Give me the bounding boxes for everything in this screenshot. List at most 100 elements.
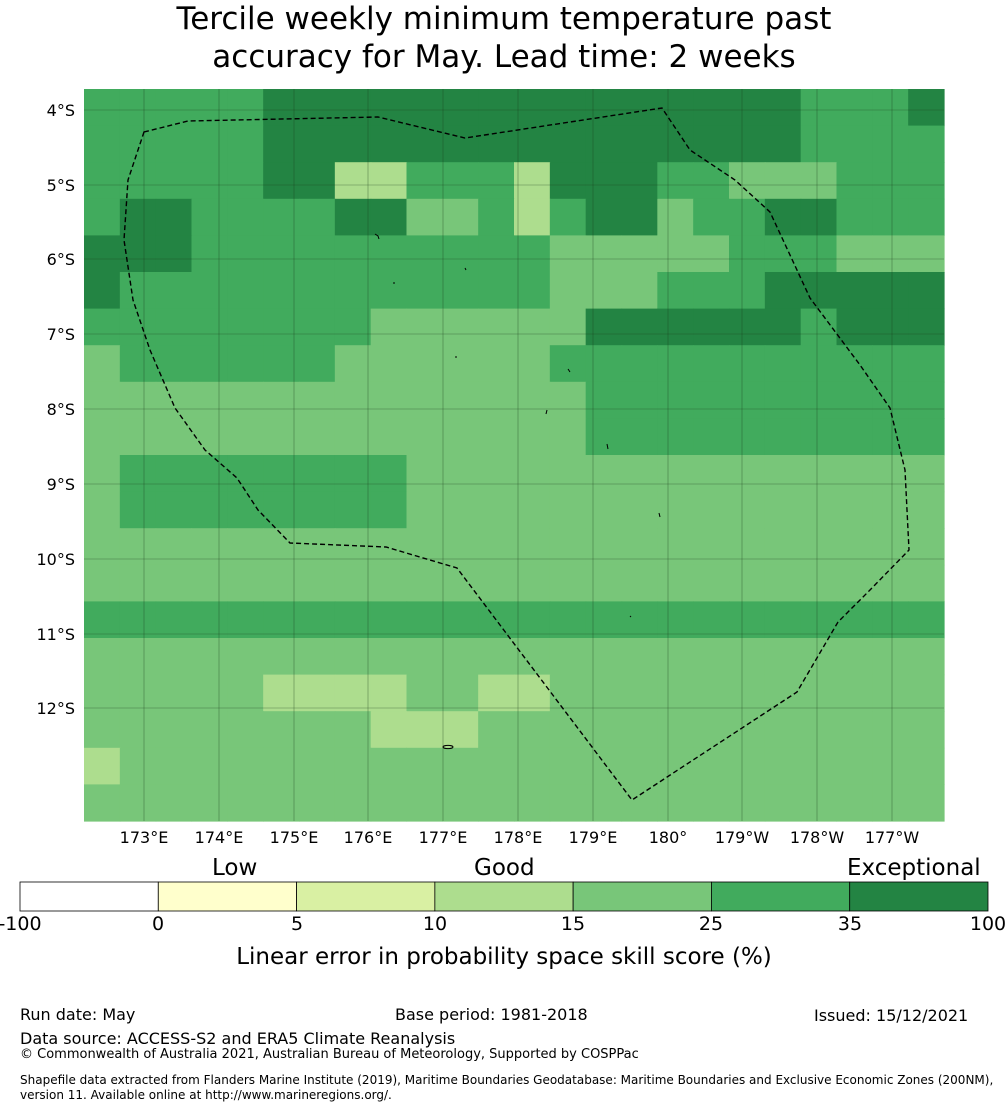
grid-cell bbox=[764, 345, 802, 383]
grid-cell bbox=[299, 601, 336, 639]
grid-cell bbox=[693, 381, 730, 419]
grid-cell bbox=[514, 674, 551, 712]
grid-cell bbox=[334, 528, 372, 566]
grid-cell bbox=[872, 784, 909, 822]
grid-cell bbox=[657, 235, 694, 273]
grid-cell bbox=[693, 455, 730, 493]
grid-cell bbox=[836, 747, 873, 785]
grid-cell bbox=[119, 89, 157, 127]
grid-cell bbox=[908, 272, 945, 310]
grid-cell bbox=[514, 198, 551, 236]
grid-cell bbox=[478, 528, 515, 566]
longitude-label: 173°E bbox=[120, 828, 169, 847]
grid-cell bbox=[155, 272, 193, 310]
grid-cell bbox=[442, 125, 479, 163]
grid-cell bbox=[549, 601, 587, 639]
data-source: Data source: ACCESS-S2 and ERA5 Climate … bbox=[20, 1029, 456, 1048]
grid-cell bbox=[299, 345, 336, 383]
grid-cell bbox=[693, 272, 730, 310]
grid-cell bbox=[693, 638, 730, 676]
grid-cell bbox=[621, 455, 658, 493]
grid-cell bbox=[836, 308, 873, 346]
grid-cell bbox=[764, 308, 802, 346]
grid-cell bbox=[836, 455, 873, 493]
grid-cell bbox=[872, 564, 909, 602]
grid-cell bbox=[442, 601, 479, 639]
colorbar-tick: -100 bbox=[0, 913, 42, 935]
grid-cell bbox=[908, 711, 945, 749]
grid-cell bbox=[800, 784, 838, 822]
grid-cell bbox=[693, 418, 730, 456]
grid-cell bbox=[227, 345, 264, 383]
grid-cell bbox=[442, 418, 479, 456]
category-good: Good bbox=[474, 855, 535, 881]
grid-cell bbox=[764, 784, 802, 822]
latitude-label: 5°S bbox=[47, 176, 75, 195]
grid-cell bbox=[514, 711, 551, 749]
grid-cell bbox=[442, 711, 479, 749]
grid-cell bbox=[657, 455, 694, 493]
shapefile-credit: Shapefile data extracted from Flanders M… bbox=[20, 1073, 994, 1102]
grid-cell bbox=[227, 674, 264, 712]
grid-cell bbox=[263, 638, 300, 676]
grid-cell bbox=[621, 528, 658, 566]
grid-cell bbox=[729, 455, 766, 493]
grid-cell bbox=[836, 784, 873, 822]
grid-cell bbox=[370, 711, 408, 749]
grid-cell bbox=[84, 418, 121, 456]
grid-cell bbox=[729, 638, 766, 676]
grid-cell bbox=[764, 162, 802, 200]
grid-cell bbox=[155, 711, 193, 749]
grid-cell bbox=[227, 198, 264, 236]
grid-cell bbox=[84, 125, 121, 163]
grid-cell bbox=[478, 198, 515, 236]
grid-cell bbox=[872, 381, 909, 419]
grid-cell bbox=[227, 601, 264, 639]
island-10 bbox=[442, 744, 454, 750]
grid-cell bbox=[299, 528, 336, 566]
grid-cell bbox=[227, 125, 264, 163]
grid-cell bbox=[406, 674, 443, 712]
grid-cell bbox=[191, 711, 228, 749]
grid-cell bbox=[693, 198, 730, 236]
grid-cell bbox=[406, 162, 443, 200]
colorbar bbox=[19, 881, 989, 912]
grid-cell bbox=[693, 601, 730, 639]
grid-cell bbox=[299, 638, 336, 676]
grid-cell bbox=[263, 564, 300, 602]
grid-cell bbox=[84, 235, 121, 273]
longitude-label: 178°W bbox=[790, 828, 845, 847]
colorbar-tick: 15 bbox=[560, 913, 586, 935]
grid-cell bbox=[155, 638, 193, 676]
grid-cell bbox=[84, 162, 121, 200]
grid-cell bbox=[836, 418, 873, 456]
grid-cell bbox=[119, 272, 157, 310]
grid-cell bbox=[155, 747, 193, 785]
grid-cell bbox=[84, 455, 121, 493]
grid-cell bbox=[191, 235, 228, 273]
grid-cell bbox=[299, 162, 336, 200]
longitude-label: 177°W bbox=[865, 828, 920, 847]
grid-cell bbox=[872, 235, 909, 273]
longitude-label: 178°E bbox=[494, 828, 543, 847]
grid-cell bbox=[334, 418, 372, 456]
colorbar-label: Linear error in probability space skill … bbox=[236, 944, 772, 970]
grid-cell bbox=[549, 711, 587, 749]
grid-cell bbox=[406, 198, 443, 236]
grid-cell bbox=[370, 491, 408, 529]
grid-cell bbox=[872, 345, 909, 383]
grid-cell bbox=[872, 125, 909, 163]
grid-cell bbox=[299, 674, 336, 712]
grid-cell bbox=[84, 747, 121, 785]
grid-cell bbox=[729, 528, 766, 566]
grid-cell bbox=[406, 711, 443, 749]
grid-cell bbox=[263, 784, 300, 822]
grid-cell bbox=[908, 162, 945, 200]
grid-cell bbox=[800, 89, 838, 127]
grid-cell bbox=[657, 345, 694, 383]
grid-cell bbox=[621, 674, 658, 712]
grid-cell bbox=[549, 235, 587, 273]
grid-cell bbox=[119, 528, 157, 566]
grid-cell bbox=[370, 235, 408, 273]
